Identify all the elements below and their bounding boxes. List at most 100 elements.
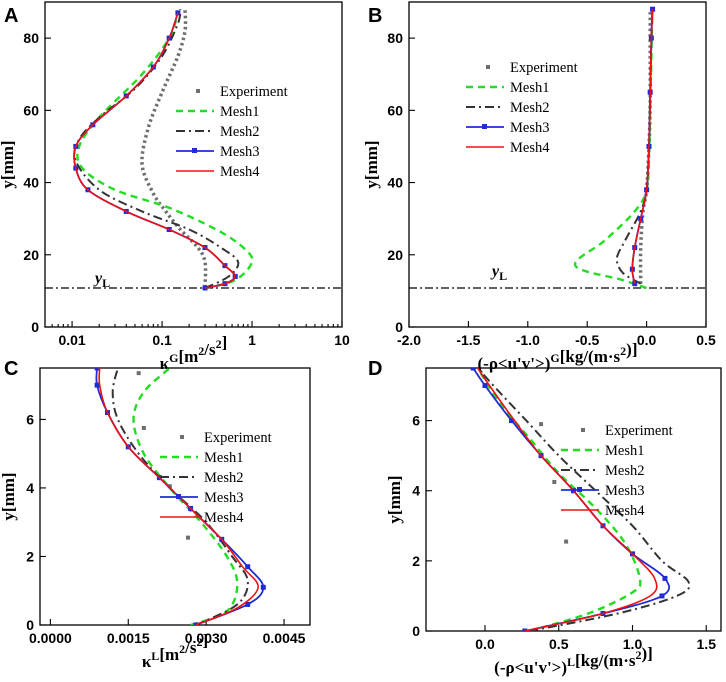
legend-label-mesh1: Mesh1 <box>605 443 644 459</box>
y-tick-label: 4 <box>26 480 34 496</box>
mesh3-marker <box>260 584 266 590</box>
chart-panel-c: 0.0000 0.0015 0.0030 0.0045 0 2 4 6 κL[m2/s2] y[m… <box>0 367 311 671</box>
legend-swatch-experiment <box>486 65 490 69</box>
legend: Experiment Mesh1 Mesh2 Mesh3 Mesh4 <box>466 60 578 156</box>
mesh3-marker <box>509 418 515 424</box>
legend-label-mesh3: Mesh3 <box>510 120 549 136</box>
experiment-point <box>564 539 569 544</box>
mesh1-line <box>76 12 254 290</box>
y-tick-label: 0 <box>26 617 34 633</box>
y-tick-label: 0 <box>412 623 420 639</box>
legend: Experiment Mesh1 Mesh2 Mesh3 Mesh4 <box>160 430 272 526</box>
mesh3-marker <box>482 383 488 389</box>
legend-label-mesh1: Mesh1 <box>204 450 243 466</box>
legend-label-mesh3: Mesh3 <box>220 144 259 160</box>
plot-frame <box>39 367 311 626</box>
legend-marker-mesh3 <box>482 124 487 129</box>
mesh2-line <box>73 9 240 289</box>
panel-letter-a: A <box>4 5 18 27</box>
plot-frame <box>425 367 722 632</box>
mesh3-marker <box>245 564 251 570</box>
experiment-point <box>141 425 146 430</box>
y-tick-label: 60 <box>23 102 39 118</box>
y-tick-label: 80 <box>23 30 39 46</box>
x-tick-label: 1 <box>248 332 256 348</box>
mesh3-marker <box>522 628 528 631</box>
mesh2-line <box>111 368 249 625</box>
legend-label-mesh1: Mesh1 <box>510 80 549 96</box>
y-tick-label: 60 <box>387 102 403 118</box>
experiment-point <box>185 535 190 540</box>
y-tick-label: 2 <box>412 553 420 569</box>
mesh1-line <box>132 368 239 625</box>
chart-panel-b: -2.0 -1.5 -1.0 -0.5 0.0 0.5020406080(-ρ<u'v'>… <box>362 1 716 373</box>
x-tick-label: -2.0 <box>397 332 421 348</box>
mesh3-marker <box>94 368 100 371</box>
x-axis-label: (-ρ<u'v'>)L[kg/(m·s2)] <box>494 644 653 677</box>
x-tick-label: 0.01 <box>58 332 85 348</box>
x-tick-label: 0.5 <box>696 332 716 348</box>
y-tick-label: 80 <box>387 30 403 46</box>
y-tick-label: 40 <box>387 175 403 191</box>
x-tick-label: -1.0 <box>516 332 540 348</box>
legend: Experiment Mesh1 Mesh2 Mesh3 Mesh4 <box>176 84 288 180</box>
legend-label-mesh4: Mesh4 <box>220 164 260 180</box>
experiment-point <box>136 371 141 376</box>
y-axis-label: y[mm] <box>0 140 17 188</box>
x-tick-label: 0.0 <box>475 636 495 652</box>
x-tick-label: 0.0045 <box>263 630 306 646</box>
x-tick-label: 0.0015 <box>107 630 150 646</box>
experiment-point <box>552 479 557 484</box>
experiment-line <box>140 9 208 288</box>
legend-label-mesh2: Mesh2 <box>605 463 644 479</box>
mesh1-line <box>476 368 642 631</box>
mesh4-line <box>476 368 658 631</box>
x-tick-label: 10 <box>334 332 350 348</box>
y-axis-label: y[mm] <box>0 472 18 520</box>
legend-marker-mesh3 <box>176 494 181 499</box>
mesh4-line <box>73 12 237 289</box>
plot-frame <box>44 1 343 328</box>
legend-label-mesh3: Mesh3 <box>605 483 644 499</box>
legend-label-mesh1: Mesh1 <box>220 104 259 120</box>
chart-panel-d: 0.0 0.5 1.0 1.5 0 2 4 6 (-ρ<u'v'>)L[kg/(m·s2)] y[… <box>385 367 722 677</box>
y-tick-label: 6 <box>26 411 34 427</box>
legend-label-mesh2: Mesh2 <box>510 100 549 116</box>
mesh3-marker <box>94 382 100 388</box>
mesh3-marker <box>662 575 668 581</box>
x-tick-label: 0.0 <box>637 332 657 348</box>
yl-label: yL <box>490 263 507 283</box>
mesh3-marker <box>470 368 476 371</box>
y-tick-label: 4 <box>412 483 420 499</box>
legend-marker-mesh3 <box>192 148 197 153</box>
x-tick-label: 0.0030 <box>185 630 228 646</box>
y-axis-label: y[mm] <box>362 140 381 188</box>
x-axis-label: κG[m2/s2] <box>160 333 228 373</box>
panel-letter-b: B <box>368 5 382 27</box>
y-tick-label: 2 <box>26 548 34 564</box>
legend-swatch-experiment <box>180 435 184 439</box>
mesh2-line <box>476 368 691 631</box>
x-tick-label: -1.5 <box>456 332 480 348</box>
legend-swatch-experiment <box>581 428 585 432</box>
legend-label-mesh4: Mesh4 <box>510 140 550 156</box>
legend-label-mesh3: Mesh3 <box>204 490 243 506</box>
legend-label-mesh4: Mesh4 <box>605 503 645 519</box>
experiment-line <box>638 9 653 284</box>
x-tick-label: 1.0 <box>623 636 643 652</box>
x-tick-label: 1.5 <box>697 636 717 652</box>
legend: Experiment Mesh1 Mesh2 Mesh3 Mesh4 <box>561 423 673 519</box>
mesh3-marker <box>245 601 251 607</box>
panel-letter-c: C <box>4 358 18 380</box>
y-tick-label: 0 <box>395 319 403 335</box>
x-axis-label: κL[m2/s2] <box>142 631 208 671</box>
legend-label-experiment: Experiment <box>510 60 578 76</box>
experiment-point <box>539 422 544 427</box>
legend-label-mesh2: Mesh2 <box>204 470 243 486</box>
x-tick-label: 0.5 <box>549 636 569 652</box>
legend-marker-mesh3 <box>577 487 582 492</box>
legend-label-experiment: Experiment <box>605 423 673 439</box>
legend-label-mesh4: Mesh4 <box>204 510 244 526</box>
y-tick-label: 20 <box>23 247 39 263</box>
